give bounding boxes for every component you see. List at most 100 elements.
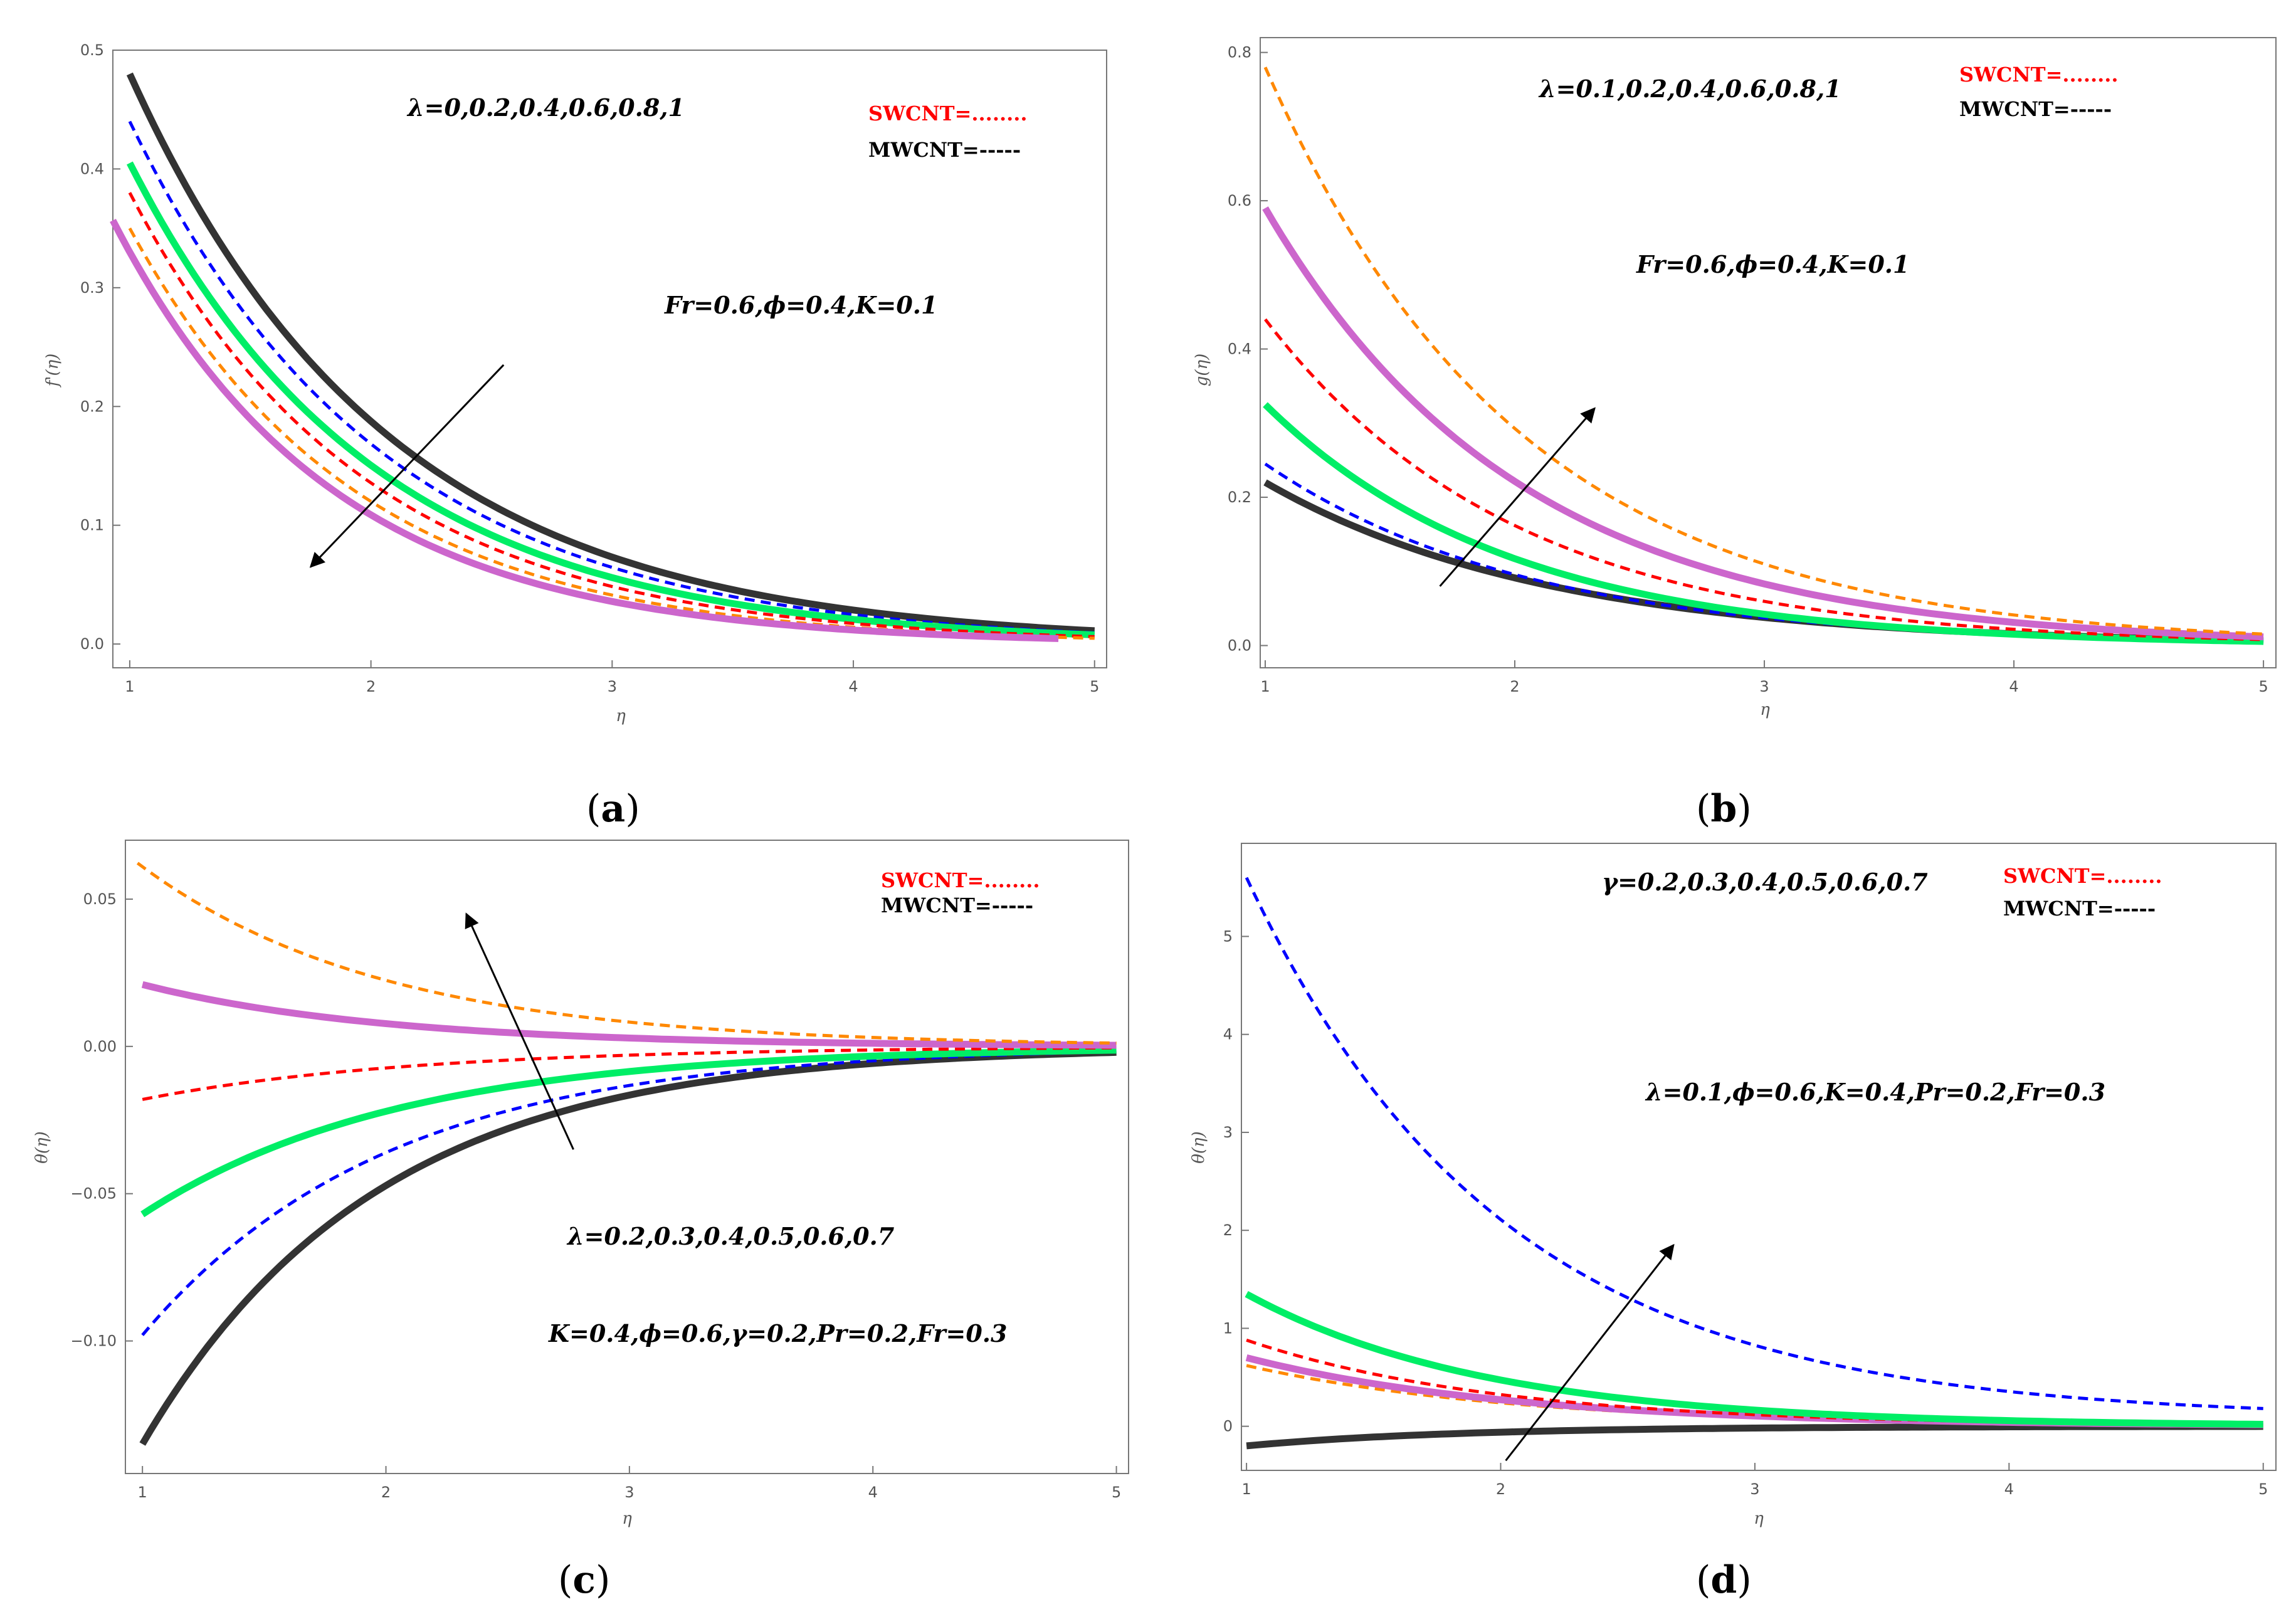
y-tick-label: 3 — [1223, 1124, 1233, 1141]
trend-arrow — [465, 912, 574, 1150]
series-line — [1245, 877, 2263, 1410]
legend-swcnt: SWCNT=........ — [868, 102, 1028, 125]
y-axis-label: f'(η) — [43, 354, 62, 388]
x-tick-label: 2 — [1510, 678, 1519, 695]
curves — [1262, 66, 2264, 645]
y-tick-label: 0.2 — [1228, 488, 1251, 506]
series-line — [1245, 1290, 2263, 1428]
y-tick-label: −0.10 — [70, 1332, 117, 1350]
legend-mwcnt: MWCNT=----- — [881, 894, 1033, 917]
parameter-text: λ=0.2,0.3,0.4,0.5,0.6,0.7 — [566, 1222, 894, 1250]
fixed-parameters-text: K=0.4,ϕ=0.6,γ=0.2,Pr=0.2,Fr=0.3 — [548, 1319, 1007, 1347]
series-line — [142, 1046, 1117, 1101]
curves — [136, 862, 1117, 1446]
caption-letter: d — [1710, 1558, 1737, 1602]
x-tick-label: 4 — [2009, 678, 2018, 695]
y-tick-label: 0.2 — [80, 398, 104, 415]
axis-ticks: 1 2 3 4 5 −0.10 −0.05 0.00 0.05 — [70, 890, 1121, 1501]
x-tick-label: 4 — [2004, 1480, 2014, 1498]
legend-swcnt: SWCNT=........ — [1959, 63, 2119, 87]
series-line — [128, 192, 1095, 638]
y-tick-label: 0.4 — [1228, 340, 1251, 358]
y-tick-label: 0.4 — [80, 160, 104, 177]
y-tick-label: 0 — [1223, 1418, 1233, 1435]
axis-ticks: 1 2 3 4 5 0.0 0.1 0.2 0.3 0.4 0.5 — [80, 41, 1100, 695]
x-tick-label: 3 — [1750, 1480, 1759, 1498]
y-tick-label: 0.8 — [1228, 44, 1251, 61]
trend-arrow — [1505, 1243, 1675, 1462]
panel-d: 1 2 3 4 5 0 1 2 3 4 5 θ(η) η γ=0.2,0.3,0.4,0.5,0.6… — [1189, 843, 2277, 1602]
x-tick-label: 2 — [381, 1484, 391, 1501]
panel-caption: (a) — [586, 787, 640, 831]
legend-mwcnt: MWCNT=----- — [1959, 97, 2112, 121]
y-tick-label: 1 — [1223, 1319, 1233, 1337]
parameter-text: λ=0,0.2,0.4,0.6,0.8,1 — [406, 93, 685, 122]
y-axis-label: θ(η) — [1189, 1131, 1208, 1164]
x-tick-label: 3 — [624, 1484, 634, 1501]
y-tick-label: 5 — [1223, 927, 1233, 945]
curves — [110, 72, 1095, 642]
trend-arrow — [1439, 407, 1596, 587]
series-line — [1264, 318, 2264, 641]
trend-arrow — [309, 364, 505, 568]
x-axis-label: η — [616, 707, 626, 725]
series-line — [127, 161, 1095, 638]
x-tick-label: 2 — [366, 678, 376, 695]
fixed-parameters-text: Fr=0.6,ϕ=0.4,K=0.1 — [1636, 250, 1909, 278]
x-tick-label: 4 — [848, 678, 858, 695]
caption-letter: c — [572, 1558, 596, 1602]
y-axis-label: g(η) — [1193, 354, 1211, 387]
y-tick-label: 0.0 — [1228, 637, 1251, 655]
axis-ticks: 1 2 3 4 5 0 1 2 3 4 5 — [1223, 927, 2268, 1498]
y-tick-label: −0.05 — [70, 1185, 117, 1203]
y-tick-label: 0.0 — [80, 635, 104, 653]
x-tick-label: 1 — [138, 1484, 147, 1501]
parameter-text: γ=0.2,0.3,0.4,0.5,0.6,0.7 — [1602, 868, 1928, 896]
x-axis-label: η — [622, 1509, 632, 1528]
x-tick-label: 4 — [868, 1484, 878, 1501]
x-tick-label: 3 — [608, 678, 617, 695]
series-line — [140, 1047, 1117, 1218]
plot-frame — [1260, 37, 2277, 668]
x-tick-label: 3 — [1759, 678, 1769, 695]
plot-frame — [125, 840, 1129, 1474]
y-tick-label: 0.5 — [80, 41, 104, 59]
axis-ticks: 1 2 3 4 5 0.0 0.2 0.4 0.6 0.8 — [1228, 44, 2268, 695]
parameter-text: λ=0.1,0.2,0.4,0.6,0.8,1 — [1538, 75, 1841, 103]
y-tick-label: 0.05 — [83, 890, 117, 908]
x-tick-label: 1 — [125, 678, 134, 695]
fixed-parameters-text: Fr=0.6,ϕ=0.4,K=0.1 — [664, 291, 937, 319]
x-tick-label: 1 — [1260, 678, 1270, 695]
series-line — [136, 862, 1117, 1045]
x-tick-label: 2 — [1496, 1480, 1505, 1498]
plot-frame — [112, 50, 1107, 668]
series-line — [141, 981, 1117, 1049]
curves — [1245, 877, 2263, 1450]
y-tick-label: 0.3 — [80, 279, 104, 297]
y-tick-label: 4 — [1223, 1026, 1233, 1043]
x-tick-label: 5 — [2258, 1480, 2268, 1498]
legend-mwcnt: MWCNT=----- — [868, 138, 1021, 162]
x-axis-label: η — [1760, 700, 1770, 719]
caption-letter: a — [601, 787, 625, 831]
series-line — [139, 1048, 1117, 1446]
series-line — [1263, 402, 2264, 645]
panel-caption: (c) — [558, 1558, 610, 1602]
panel-caption: (b) — [1696, 787, 1752, 831]
series-line — [126, 72, 1095, 635]
plot-frame — [1241, 843, 2277, 1471]
series-line — [1263, 66, 2264, 636]
series-line — [1262, 206, 2264, 641]
legend-swcnt: SWCNT=........ — [881, 868, 1040, 892]
fixed-parameters-text: λ=0.1,ϕ=0.6,K=0.4,Pr=0.2,Fr=0.3 — [1645, 1078, 2105, 1106]
y-tick-label: 0.1 — [80, 517, 104, 534]
x-tick-label: 1 — [1241, 1480, 1251, 1498]
series-line — [110, 218, 1059, 642]
series-line — [1246, 1423, 2263, 1450]
x-axis-label: η — [1754, 1509, 1764, 1528]
panel-c: 1 2 3 4 5 −0.10 −0.05 0.00 0.05 θ(η) η λ=0.2,0.3… — [33, 840, 1129, 1602]
series-line — [1264, 462, 2264, 643]
y-axis-label: θ(η) — [33, 1131, 51, 1164]
y-tick-label: 2 — [1223, 1221, 1233, 1239]
caption-letter: b — [1710, 787, 1737, 831]
